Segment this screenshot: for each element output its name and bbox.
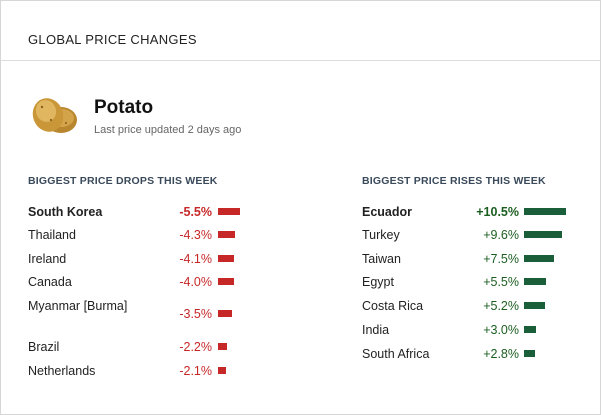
country-name: Egypt xyxy=(362,275,394,289)
country-name: India xyxy=(362,323,390,337)
country-name: Netherlands xyxy=(28,364,96,378)
drops-section-title: BIGGEST PRICE DROPS THIS WEEK xyxy=(28,175,218,187)
country-name: Taiwan xyxy=(362,252,401,266)
product-name: Potato xyxy=(94,97,154,118)
country-row: Brazil -2.2% xyxy=(28,339,248,359)
country-row: Canada -4.0% xyxy=(28,274,248,294)
price-change-value: +9.6% xyxy=(483,228,519,242)
country-row: Turkey +9.6% xyxy=(362,227,592,247)
country-name: Myanmar [Burma] xyxy=(28,299,128,313)
price-change-value: -2.1% xyxy=(179,364,212,378)
country-name: Ireland xyxy=(28,252,67,266)
country-name: Brazil xyxy=(28,340,60,354)
country-name: Canada xyxy=(28,275,72,289)
change-bar xyxy=(218,255,235,262)
country-row: Ecuador +10.5% xyxy=(362,204,592,224)
country-name: Ecuador xyxy=(362,205,413,219)
price-change-value: +5.5% xyxy=(483,275,519,289)
country-row: India +3.0% xyxy=(362,322,592,342)
country-name: Costa Rica xyxy=(362,299,424,313)
change-bar xyxy=(218,231,236,238)
rises-section-title: BIGGEST PRICE RISES THIS WEEK xyxy=(362,175,546,187)
country-row: Ireland -4.1% xyxy=(28,251,248,271)
price-change-value: -4.0% xyxy=(179,275,212,289)
change-bar xyxy=(218,343,227,350)
header-divider xyxy=(1,60,600,61)
country-row: Netherlands -2.1% xyxy=(28,363,248,383)
price-change-value: +3.0% xyxy=(483,323,519,337)
price-change-value: +7.5% xyxy=(483,252,519,266)
change-bar xyxy=(524,278,546,285)
change-bar xyxy=(218,278,234,285)
last-updated-text: Last price updated 2 days ago xyxy=(94,124,242,136)
price-change-value: -4.3% xyxy=(179,228,212,242)
change-bar xyxy=(524,208,566,215)
price-change-value: -2.2% xyxy=(179,340,212,354)
country-row: Taiwan +7.5% xyxy=(362,251,592,271)
change-bar xyxy=(218,367,227,374)
price-change-value: +5.2% xyxy=(483,299,519,313)
country-name: South Africa xyxy=(362,347,430,361)
country-row: Egypt +5.5% xyxy=(362,274,592,294)
price-change-value: +10.5% xyxy=(476,205,519,219)
country-row: Myanmar [Burma] -3.5% xyxy=(28,298,248,321)
country-name: Thailand xyxy=(28,228,76,242)
potato-icon xyxy=(32,98,77,133)
change-bar xyxy=(218,310,232,317)
country-row: South Africa +2.8% xyxy=(362,346,592,366)
change-bar xyxy=(524,255,554,262)
page-title: GLOBAL PRICE CHANGES xyxy=(28,32,197,47)
country-row: South Korea -5.5% xyxy=(28,204,248,224)
country-name: Turkey xyxy=(362,228,400,242)
price-change-value: +2.8% xyxy=(483,347,519,361)
country-name: South Korea xyxy=(28,205,103,219)
price-change-value: -3.5% xyxy=(179,307,212,321)
change-bar xyxy=(218,208,240,215)
price-change-value: -5.5% xyxy=(179,205,212,219)
price-change-value: -4.1% xyxy=(179,252,212,266)
change-bar xyxy=(524,326,536,333)
country-row: Costa Rica +5.2% xyxy=(362,298,592,318)
change-bar xyxy=(524,302,545,309)
change-bar xyxy=(524,231,563,238)
country-row: Thailand -4.3% xyxy=(28,227,248,247)
change-bar xyxy=(524,350,536,357)
